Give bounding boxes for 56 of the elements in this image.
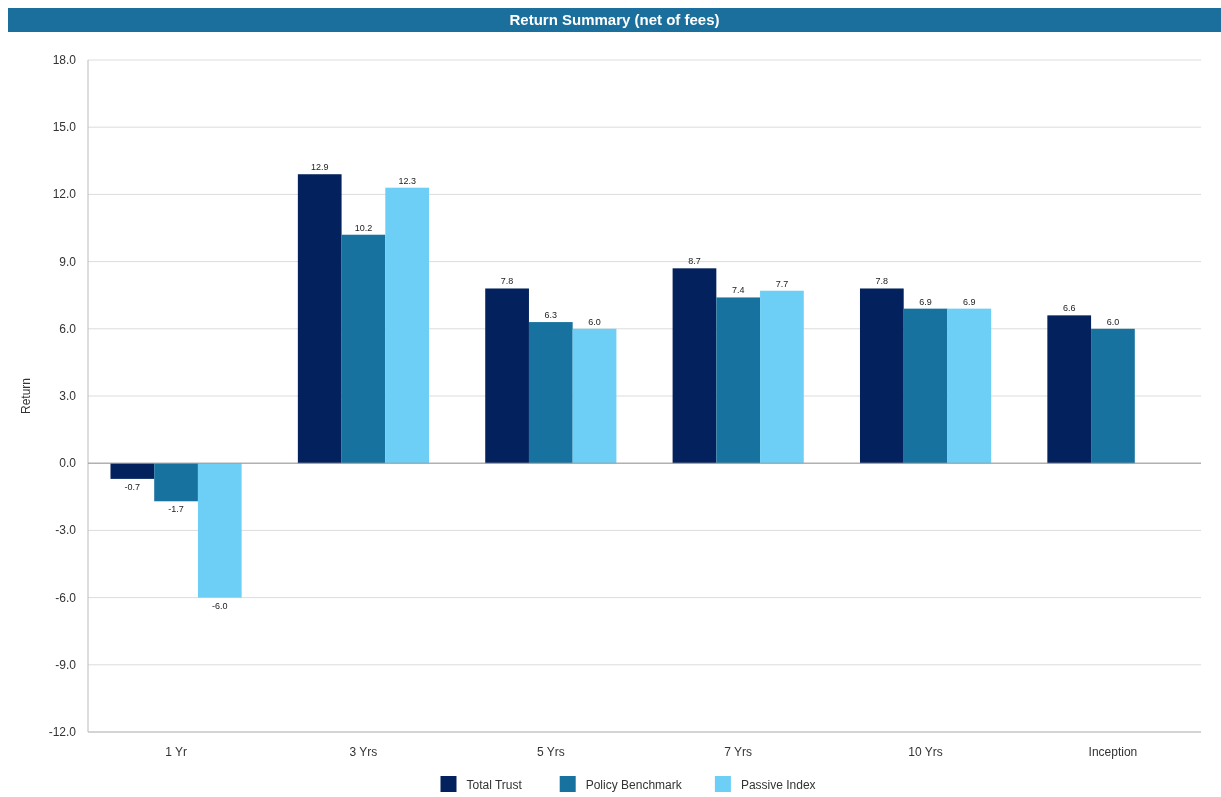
y-tick-label: -6.0 [55, 590, 77, 605]
y-tick-label: 0.0 [59, 456, 77, 471]
x-tick-label: 5 Yrs [536, 745, 565, 759]
x-tick-label: 10 Yrs [908, 745, 943, 759]
x-tick-label: Inception [1088, 745, 1138, 759]
data-label: 12.3 [398, 175, 416, 186]
y-tick-label: 6.0 [59, 321, 77, 336]
data-label: 7.7 [775, 278, 789, 289]
data-label: 7.8 [875, 276, 889, 287]
y-axis-title: Return [19, 377, 33, 415]
legend-label: Policy Benchmark [585, 778, 683, 792]
data-label: 7.4 [731, 285, 745, 296]
bar [297, 174, 342, 464]
data-label: 6.9 [963, 296, 976, 307]
x-tick-label: 1 Yr [165, 745, 187, 759]
bar [110, 463, 155, 479]
legend-label: Passive Index [740, 778, 816, 792]
data-label: -6.0 [212, 600, 228, 611]
data-label: 6.9 [919, 296, 932, 307]
data-label: -0.7 [124, 481, 141, 492]
y-tick-label: -12.0 [48, 725, 77, 739]
data-label: 10.2 [354, 222, 373, 233]
data-label: 7.8 [500, 276, 514, 287]
bar [528, 322, 573, 464]
bar [716, 297, 761, 464]
data-label: 6.0 [1106, 316, 1120, 327]
data-label: -1.7 [168, 504, 184, 515]
bar [1047, 315, 1092, 464]
bar [947, 308, 992, 464]
data-label: 6.3 [544, 310, 558, 321]
chart-title: Return Summary (net of fees) [509, 11, 720, 28]
bar [859, 288, 904, 464]
data-label: 6.6 [1062, 303, 1076, 314]
bar [197, 463, 242, 598]
bar [903, 308, 948, 464]
y-tick-label: 12.0 [52, 187, 77, 202]
data-label: 6.0 [588, 316, 601, 327]
bar [485, 288, 529, 464]
data-label: 12.9 [310, 162, 329, 173]
bar [1091, 328, 1135, 464]
y-tick-label: 9.0 [59, 254, 77, 269]
y-tick-label: -3.0 [55, 523, 77, 538]
legend-label: Total Trust [466, 778, 523, 792]
y-tick-label: 18.0 [52, 53, 77, 67]
y-tick-label: 3.0 [59, 389, 77, 403]
x-tick-label: 3 Yrs [349, 745, 378, 759]
bar [572, 328, 617, 464]
bar [672, 268, 717, 464]
x-tick-label: 7 Yrs [724, 745, 753, 759]
y-tick-label: 15.0 [52, 120, 77, 135]
data-label: 8.7 [688, 256, 701, 267]
bar [385, 187, 430, 464]
bar [341, 234, 386, 464]
y-tick-label: -9.0 [55, 657, 77, 672]
bar [760, 290, 804, 464]
bar [154, 463, 198, 502]
